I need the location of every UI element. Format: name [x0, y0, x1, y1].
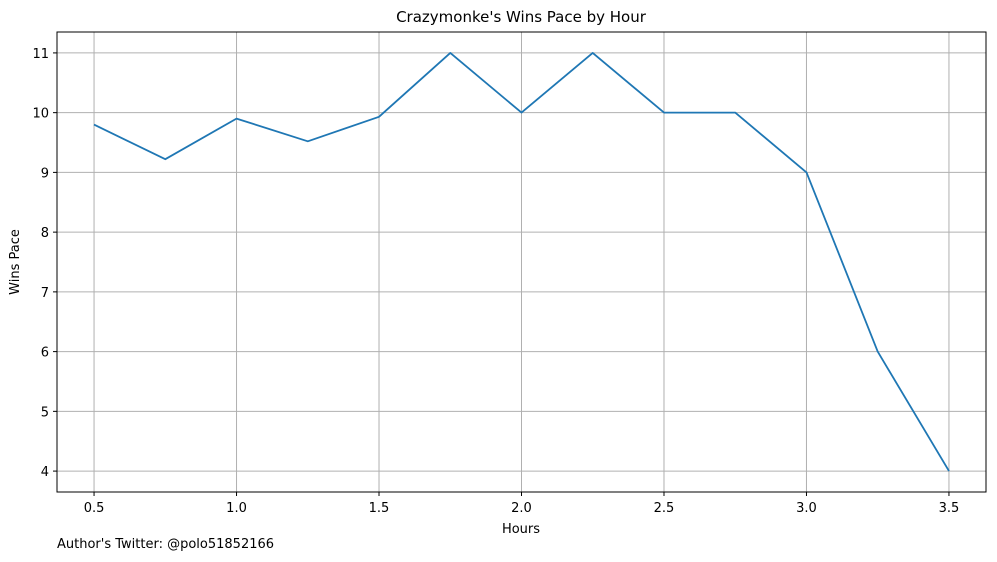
x-tick-label: 3.0 [796, 501, 817, 516]
author-twitter-note: Author's Twitter: @polo51852166 [57, 537, 275, 552]
y-tick-label: 7 [41, 286, 49, 301]
axis-ticks: 0.5 1.0 1.5 2.0 2.5 3.0 3.5 4 5 6 7 8 9 10 11 [32, 47, 959, 516]
x-axis-label: Hours [502, 522, 540, 537]
x-tick-label: 3.5 [939, 501, 960, 516]
x-tick-label: 1.0 [226, 501, 247, 516]
x-tick-label: 0.5 [84, 501, 105, 516]
y-tick-label: 6 [41, 346, 49, 361]
grid-lines [57, 32, 986, 492]
y-tick-label: 11 [32, 47, 49, 62]
series-line-layer [93, 52, 950, 472]
y-axis-label: Wins Pace [8, 229, 23, 295]
x-tick-label: 2.0 [511, 501, 532, 516]
y-tick-label: 4 [41, 465, 49, 480]
y-tick-label: 5 [41, 405, 49, 420]
x-tick-label: 1.5 [369, 501, 390, 516]
chart-title: Crazymonke's Wins Pace by Hour [396, 8, 647, 26]
y-tick-label: 9 [41, 166, 49, 181]
wins-pace-series-line [93, 52, 950, 472]
y-tick-label: 10 [32, 107, 49, 122]
x-tick-label: 2.5 [654, 501, 675, 516]
y-tick-label: 8 [41, 226, 49, 241]
